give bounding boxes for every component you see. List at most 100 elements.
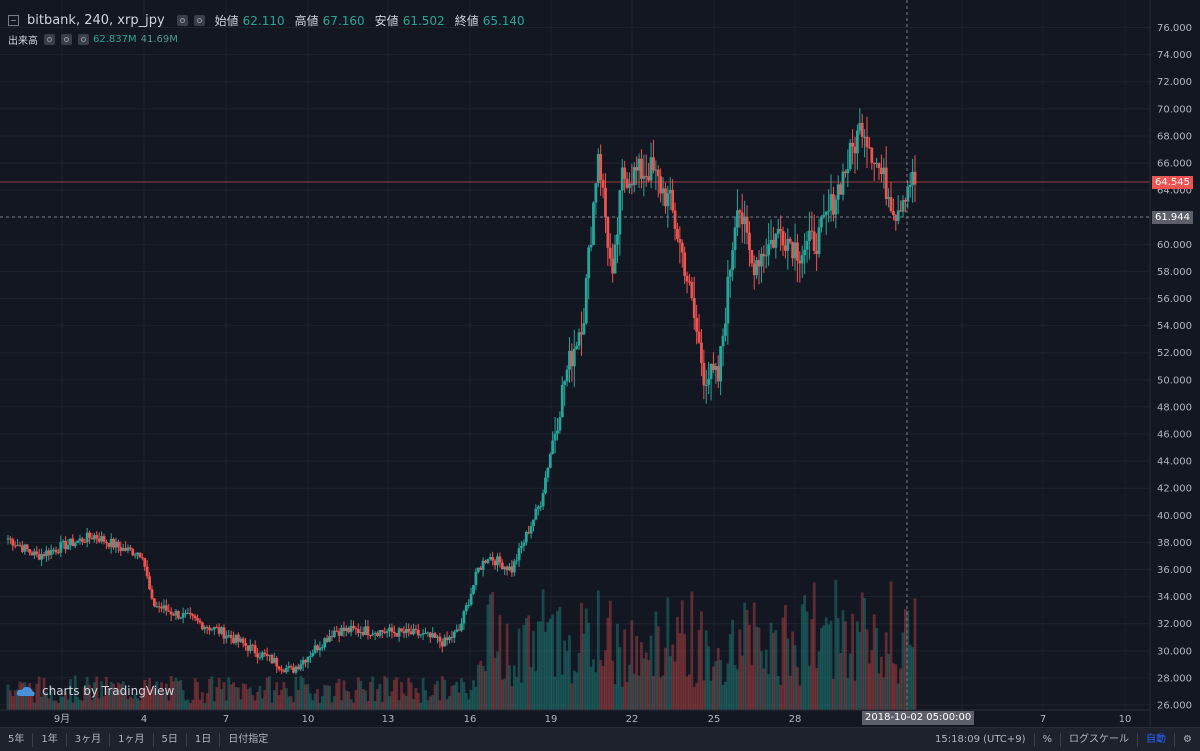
volume-bar [313,693,317,710]
candle-body [474,571,478,586]
goto-date-button[interactable]: 日付指定 [228,733,269,745]
candle-body [803,249,807,256]
candle-body [488,557,492,560]
candle-body [426,632,430,634]
candle-body [541,493,545,507]
candle-body [635,167,639,171]
volume-bar [644,652,648,710]
close-icon[interactable] [78,34,89,45]
volume-bar [107,694,111,710]
candle-body [344,627,348,632]
tradingview-watermark[interactable]: charts by TradingView [16,684,174,698]
candle-body [796,242,799,261]
timeframe-1m[interactable]: 1ヶ月 [110,732,154,747]
price-tick-label: 30.000 [1157,646,1192,657]
volume-bar [114,687,118,710]
price-tick-label: 60.000 [1157,240,1192,251]
eye-icon[interactable] [44,34,55,45]
time-tick-label: 28 [789,714,802,725]
volume-bar [877,673,881,710]
volume-bar [212,701,216,710]
timeframe-5y[interactable]: 5年 [0,732,34,747]
candle-body [563,381,567,385]
candle-body [652,157,655,171]
candle-body [695,318,699,332]
collapse-icon[interactable] [8,15,19,26]
volume-bar [772,632,775,710]
price-tick-label: 48.000 [1157,402,1192,413]
candle-body [23,544,27,552]
volume-bar [647,660,651,710]
candlestick-chart[interactable]: 26.000 28.000 30.000 32.000 34.000 36.000 38.0… [0,0,1200,727]
volume-bar [268,676,271,710]
auto-scale-toggle[interactable]: 自動 [1137,732,1174,747]
candle-body [102,536,106,542]
candle-body [836,184,840,200]
price-tick-label: 32.000 [1157,619,1192,630]
volume-bar [133,693,137,710]
timeframe-5d[interactable]: 5日 [154,732,187,747]
candle-body [124,548,127,551]
volume-bar [383,676,387,710]
volume-bar [198,699,202,710]
candle-body [800,255,804,264]
price-tick-label: 58.000 [1157,267,1192,278]
volume-bar [527,615,531,710]
timeframe-3m[interactable]: 3ヶ月 [67,732,111,747]
price-axis[interactable]: 26.000 28.000 30.000 32.000 34.000 36.000 38.0… [1157,23,1192,711]
candle-body [911,171,915,185]
candle-body [587,247,591,279]
volume-bar [740,655,744,710]
volume-bar [431,694,435,710]
volume-bar [316,688,319,710]
candle-body [335,630,339,632]
candle-body [263,652,267,655]
settings-icon[interactable] [193,15,205,26]
candle-body [330,636,334,638]
volume-bar [148,678,151,710]
candle-body [241,638,245,644]
volume-bar [604,650,607,710]
log-scale-toggle[interactable]: ログスケール [1060,732,1137,747]
candle-body [364,626,367,636]
timeframe-1d[interactable]: 1日 [187,732,221,747]
volume-bar [342,680,346,710]
candle-body [268,654,271,656]
candle-body [354,628,358,630]
price-tick-label: 70.000 [1157,104,1192,115]
settings-icon[interactable] [61,34,72,45]
time-axis[interactable]: 9月47101316192225284710 [54,713,1132,725]
volume-bar [296,689,300,710]
candle-body [152,598,156,607]
percent-toggle[interactable]: % [1033,732,1061,747]
candle-body [431,633,435,638]
gear-icon[interactable]: ⚙ [1174,732,1200,747]
candle-body [311,653,315,656]
volume-bar [443,679,447,710]
candle-body [464,605,468,612]
volume-bar [834,579,838,710]
candle-body [608,247,612,259]
candle-body [781,231,785,246]
volume-bar [246,689,250,710]
candle-body [54,549,58,553]
volume-bar [563,640,567,710]
candle-body [889,197,893,212]
volume-value: 62.837M [93,34,137,45]
volume-bar [817,651,821,710]
candle-body [95,535,99,539]
candle-body [661,188,665,194]
price-tick-label: 38.000 [1157,538,1192,549]
eye-icon[interactable] [176,15,188,26]
candle-body [308,655,312,657]
volume-bar [599,660,603,710]
candle-body [877,163,881,168]
volume-bar [733,665,737,710]
candle-body [181,613,185,618]
volume-bar [779,685,783,710]
volume-bar [642,658,646,710]
candle-body [198,620,202,623]
clock-readout[interactable]: 15:18:09 (UTC+9) [935,734,1026,745]
timeframe-1y[interactable]: 1年 [33,732,67,747]
volume-bar [301,677,305,710]
